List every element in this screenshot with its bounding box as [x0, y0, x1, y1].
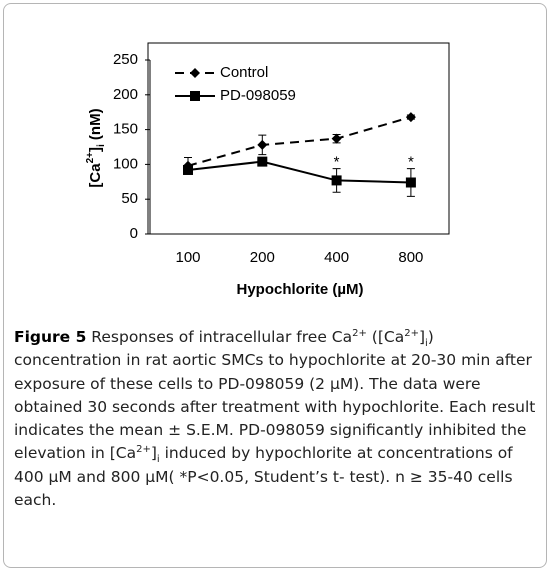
y-tick-label: 0 [130, 225, 138, 242]
x-tick-label: 800 [398, 249, 423, 266]
y-axis-title-part: [Ca [87, 163, 104, 188]
caption-text: ) concentration in rat aortic SMCs to hy… [14, 328, 536, 463]
marker [257, 156, 268, 167]
x-axis-title: Hypochlorite (µM) [237, 281, 364, 298]
y-tick-label: 100 [113, 155, 138, 172]
caption-text: Responses of intracellular free Ca [86, 328, 353, 346]
marker [405, 177, 416, 188]
marker [331, 133, 342, 144]
caption-text: i [156, 454, 160, 466]
y-axis-title-part: (nM) [87, 108, 104, 144]
y-axis-title-part: ] [87, 147, 104, 152]
figure-caption: Figure 5 Responses of intracellular free… [14, 326, 538, 512]
y-tick-label: 200 [113, 86, 138, 103]
x-tick-label: 400 [324, 249, 349, 266]
y-axis-title-part: i [96, 144, 107, 147]
chart: Hypochlorite (µM) [Ca2+]i (nM) 0 50 100 150… [85, 42, 450, 298]
marker [183, 164, 193, 175]
caption-text: ] [150, 444, 157, 463]
caption-text: induced by hypochlorite at concentration… [14, 444, 513, 510]
caption-text: i [425, 338, 428, 350]
marker [257, 139, 268, 150]
annotation: * [408, 154, 414, 171]
x-tick-label: 100 [175, 249, 200, 266]
x-tick-label: 200 [250, 249, 275, 266]
series-line [187, 160, 411, 184]
caption-text: 2+ [404, 327, 419, 339]
legend-label: PD-098059 [220, 87, 296, 104]
y-tick-label: 250 [113, 51, 138, 68]
annotation: * [334, 154, 340, 171]
marker [405, 112, 416, 123]
caption-text: Figure 5 [14, 328, 87, 346]
y-axis-title: [Ca2+]i (nM) [85, 108, 107, 187]
caption-text: ([Ca [366, 328, 405, 346]
caption-text: 2+ [136, 444, 151, 456]
legend-label: Control [220, 64, 268, 81]
series-line [187, 116, 412, 167]
caption-text: 2+ [352, 327, 367, 339]
figure-frame [3, 3, 547, 568]
legend-marker [190, 91, 200, 101]
caption-text: ] [418, 328, 426, 346]
marker [331, 175, 342, 186]
y-tick-label: 50 [121, 190, 138, 207]
y-axis-title-part: 2+ [85, 152, 96, 164]
y-tick-label: 150 [113, 121, 138, 138]
legend-marker [190, 68, 200, 78]
